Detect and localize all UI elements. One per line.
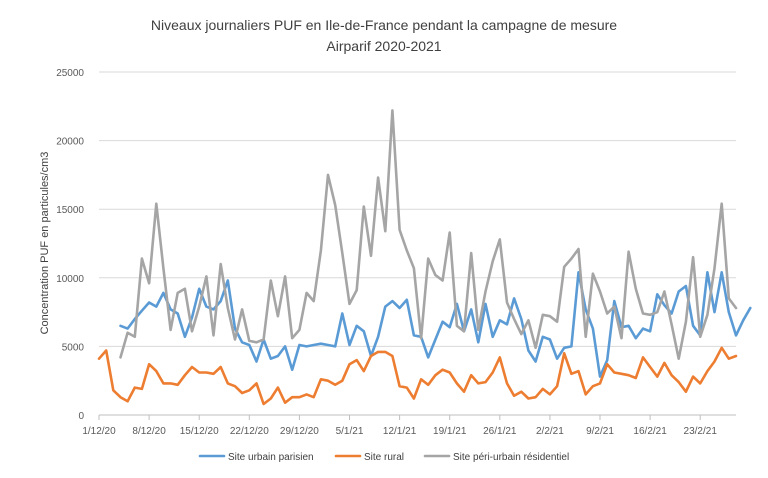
x-tick-label: 1/12/20: [82, 426, 116, 437]
legend: Site urbain parisien Site rural Site péri-…: [198, 452, 569, 463]
y-axis-label: Concentration PUF en particules/cm3: [39, 152, 51, 335]
x-tick-label: 8/12/20: [132, 426, 166, 437]
series-line-site-peri-urbain-residentiel: [119, 109, 738, 361]
chart-title: Niveaux journaliers PUF en Ile-de-France…: [151, 17, 617, 33]
x-tick-label: 16/2/21: [633, 426, 667, 437]
y-tick-label: 20000: [56, 137, 84, 148]
x-axis-ticks: 1/12/20 8/12/20 15/12/20 22/12/20 29/12/20 5/…: [82, 415, 717, 437]
y-tick-label: 25000: [56, 68, 84, 79]
y-tick-label: 5000: [62, 342, 85, 353]
x-tick-label: 2/2/21: [536, 426, 564, 437]
x-tick-label: 9/2/21: [586, 426, 614, 437]
x-tick-label: 19/1/21: [433, 426, 467, 437]
x-tick-label: 26/1/21: [483, 426, 517, 437]
y-tick-label: 15000: [56, 205, 84, 216]
x-tick-label: 12/1/21: [383, 426, 417, 437]
x-tick-label: 29/12/20: [280, 426, 319, 437]
x-tick-label: 22/12/20: [230, 426, 269, 437]
series-lines: [97, 109, 752, 406]
x-tick-label: 23/2/21: [684, 426, 718, 437]
x-tick-label: 5/1/21: [336, 426, 364, 437]
legend-label: Site urbain parisien: [228, 452, 314, 463]
y-axis-ticks: 0 5000 10000 15000 20000 25000: [56, 68, 84, 422]
y-tick-label: 0: [78, 411, 84, 422]
x-tick-label: 15/12/20: [180, 426, 219, 437]
series-line-site-rural: [97, 346, 738, 406]
legend-label: Site rural: [364, 452, 404, 463]
legend-label: Site péri-urbain résidentiel: [453, 452, 569, 463]
y-tick-label: 10000: [56, 274, 84, 285]
chart-subtitle: Airparif 2020-2021: [326, 38, 441, 54]
